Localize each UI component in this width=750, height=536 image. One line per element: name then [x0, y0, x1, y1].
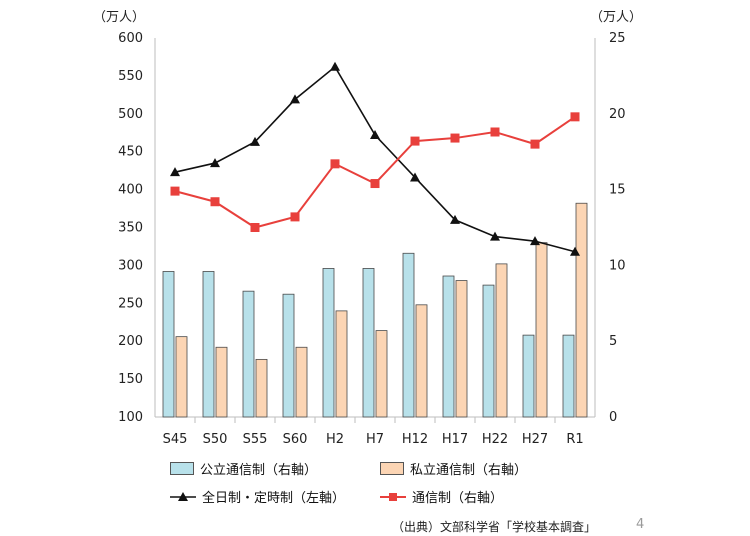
- x-tick-label: H22: [482, 432, 508, 447]
- legend-swatch-public: [170, 462, 194, 475]
- x-tick-label: H2: [326, 432, 344, 447]
- left-tick-label: 500: [118, 107, 143, 122]
- legend-marker-fulltime: [170, 491, 196, 501]
- bar: [482, 284, 495, 418]
- bar: [282, 293, 295, 418]
- point-marker: [210, 197, 220, 207]
- left-tick-label: 350: [118, 221, 143, 236]
- point-marker: [330, 159, 340, 169]
- bar: [562, 334, 575, 418]
- legend-swatch-private: [380, 462, 404, 475]
- point-marker: [210, 158, 220, 168]
- bar: [522, 334, 535, 418]
- x-tick-label: S50: [203, 432, 228, 447]
- left-tick-label: 100: [118, 410, 143, 425]
- axes: [154, 38, 596, 423]
- left-tick-label: 400: [118, 183, 143, 198]
- x-tick-label: H27: [522, 432, 548, 447]
- legend-label-correspondence: 通信制（右軸）: [412, 491, 504, 506]
- point-marker: [410, 136, 420, 146]
- left-tick-label: 550: [118, 69, 143, 84]
- point-marker: [170, 167, 180, 177]
- left-tick-label: 450: [118, 145, 143, 160]
- bar: [335, 310, 348, 418]
- bar: [375, 330, 388, 418]
- right-tick-label: 10: [609, 258, 626, 273]
- right-tick-label: 0: [609, 410, 617, 425]
- x-tick-label: H12: [402, 432, 428, 447]
- left-axis-unit: （万人）: [93, 10, 146, 25]
- point-marker: [450, 214, 460, 224]
- x-tick-label: R1: [566, 432, 583, 447]
- point-marker: [290, 94, 300, 104]
- legend-fulltime: 全日制・定時制（左軸）: [170, 487, 345, 506]
- point-marker: [490, 231, 500, 241]
- bar: [575, 202, 588, 418]
- point-marker: [250, 136, 260, 146]
- left-tick-label: 300: [118, 258, 143, 273]
- legend-marker-correspondence: [380, 492, 406, 501]
- page-number: 4: [636, 517, 645, 532]
- bar: [255, 358, 268, 418]
- x-tick-label: H7: [366, 432, 384, 447]
- point-marker: [530, 139, 540, 149]
- bar: [215, 346, 228, 418]
- left-tick-label: 200: [118, 334, 143, 349]
- x-tick-label: S55: [243, 432, 268, 447]
- legend-label-fulltime: 全日制・定時制（左軸）: [202, 491, 346, 506]
- bar: [402, 252, 415, 418]
- bar: [535, 242, 548, 418]
- point-marker: [570, 112, 580, 122]
- legend-correspondence: 通信制（右軸）: [380, 487, 503, 506]
- right-tick-label: 15: [609, 183, 626, 198]
- point-marker: [370, 179, 380, 189]
- point-marker: [370, 130, 380, 140]
- tick-labels: 100 150 200 250 300 350 400 450 500 550 600 0 5 10 15 2…: [118, 31, 625, 447]
- bar: [202, 271, 215, 418]
- point-marker: [330, 61, 340, 71]
- bar: [175, 336, 188, 418]
- bar: [455, 280, 468, 418]
- point-marker: [250, 223, 260, 232]
- series-line: [174, 65, 576, 253]
- right-tick-label: 20: [609, 107, 626, 122]
- left-tick-label: 250: [118, 296, 143, 311]
- legend-private: 私立通信制（右軸）: [380, 459, 527, 478]
- legend-public: 公立通信制（右軸）: [170, 459, 317, 478]
- point-marker: [410, 172, 420, 182]
- legend-label-private: 私立通信制（右軸）: [410, 463, 528, 478]
- source-note: （出典）文部科学省「学校基本調査」: [392, 520, 597, 534]
- x-tick-label: S60: [283, 432, 308, 447]
- point-marker: [570, 246, 580, 256]
- bar: [415, 304, 428, 418]
- right-tick-label: 5: [609, 334, 617, 349]
- legend-label-public: 公立通信制（右軸）: [200, 463, 318, 478]
- point-marker: [290, 212, 300, 222]
- point-marker: [450, 133, 460, 143]
- bar: [162, 271, 175, 418]
- bar: [295, 346, 308, 418]
- point-marker: [170, 186, 180, 196]
- x-tick-label: S45: [163, 432, 188, 447]
- lines: [170, 61, 580, 256]
- left-tick-label: 600: [118, 31, 143, 46]
- bar: [495, 263, 508, 418]
- point-marker: [530, 236, 540, 246]
- right-axis-unit: （万人）: [590, 10, 643, 25]
- right-tick-label: 25: [609, 31, 626, 46]
- left-tick-label: 150: [118, 372, 143, 387]
- point-marker: [490, 127, 500, 137]
- bar: [322, 268, 335, 418]
- bar: [442, 275, 455, 418]
- bar: [242, 290, 255, 418]
- bars: [162, 202, 588, 418]
- x-tick-label: H17: [442, 432, 468, 447]
- bar: [362, 268, 375, 418]
